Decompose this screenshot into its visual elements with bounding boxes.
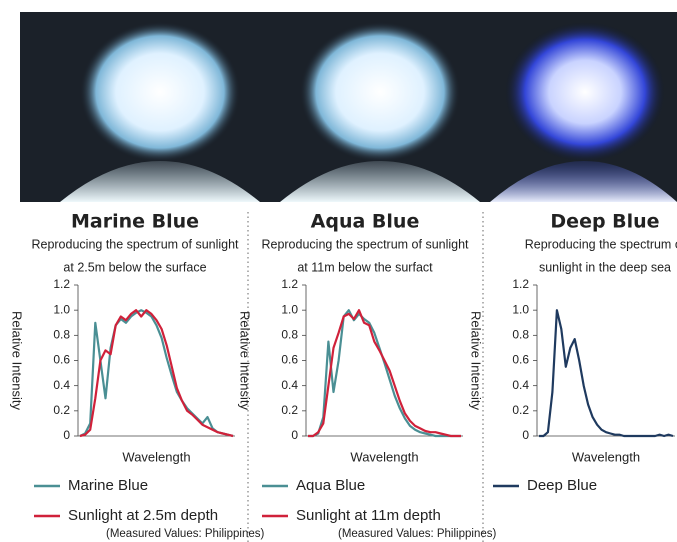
chart: Marine Blue Reproducing the spectrum of s… — [10, 211, 265, 541]
y-tick-label: 1.0 — [281, 302, 298, 316]
product-photo — [20, 12, 677, 202]
y-axis-label: Relative Intensity — [10, 311, 25, 410]
chart-note: (Measured Values: Philippines) — [106, 528, 264, 540]
chart-subtitle: Reproducing the spectrum of sunlight — [261, 237, 469, 251]
legend-label: Sunlight at 2.5m depth — [68, 507, 218, 524]
y-tick-label: 0.8 — [281, 328, 298, 342]
chart-subtitle: at 2.5m below the surface — [63, 260, 206, 274]
y-tick-label: 0.4 — [281, 378, 298, 392]
chart: Aqua Blue Reproducing the spectrum of sun… — [238, 211, 497, 541]
chart-title: Aqua Blue — [311, 211, 420, 233]
y-axis-label: Relative Intensity — [238, 311, 253, 410]
legend-label: Sunlight at 11m depth — [296, 507, 441, 524]
chart-subtitle: sunlight in the deep sea — [539, 260, 671, 274]
chart-note: (Measured Values: Philippines) — [338, 528, 496, 540]
y-tick-label: 1.0 — [512, 302, 529, 316]
y-tick-label: 0 — [63, 428, 70, 442]
y-tick-label: 0.8 — [512, 328, 529, 342]
y-tick-label: 0.8 — [53, 328, 70, 342]
led-light — [80, 22, 240, 162]
legend-label: Aqua Blue — [296, 477, 365, 494]
y-tick-label: 0.6 — [281, 353, 298, 367]
y-tick-label: 0 — [522, 428, 529, 442]
chart-subtitle: at 11m below the surfact — [297, 260, 433, 274]
chart: Deep Blue Reproducing the spectrum of sunl… — [469, 211, 677, 494]
legend-label: Deep Blue — [527, 477, 597, 494]
y-axis-label: Relative Intensity — [469, 311, 484, 410]
x-axis-label: Wavelength — [572, 449, 640, 464]
x-axis-label: Wavelength — [350, 449, 418, 464]
led-light — [505, 22, 665, 162]
y-tick-label: 1.2 — [512, 277, 529, 291]
y-tick-label: 0.6 — [512, 353, 529, 367]
x-axis-label: Wavelength — [122, 449, 190, 464]
y-tick-label: 0.6 — [53, 353, 70, 367]
y-tick-label: 0.4 — [53, 378, 70, 392]
y-tick-label: 0 — [291, 428, 298, 442]
y-tick-label: 0.2 — [281, 403, 298, 417]
y-tick-label: 0.2 — [53, 403, 70, 417]
series-line — [80, 310, 233, 436]
chart-subtitle: Reproducing the spectrum of — [525, 237, 677, 251]
y-tick-label: 1.0 — [53, 302, 70, 316]
product-page: Marine Blue Reproducing the spectrum of s… — [0, 0, 677, 542]
series-line — [539, 310, 673, 436]
y-tick-label: 1.2 — [53, 277, 70, 291]
chart-subtitle: Reproducing the spectrum of sunlight — [31, 237, 239, 251]
led-light — [300, 22, 460, 162]
series-line — [308, 310, 461, 436]
chart-title: Deep Blue — [550, 211, 659, 233]
y-tick-label: 0.2 — [512, 403, 529, 417]
y-tick-label: 0.4 — [512, 378, 529, 392]
chart-title: Marine Blue — [71, 211, 199, 233]
legend-label: Marine Blue — [68, 477, 148, 494]
y-tick-label: 1.2 — [281, 277, 298, 291]
